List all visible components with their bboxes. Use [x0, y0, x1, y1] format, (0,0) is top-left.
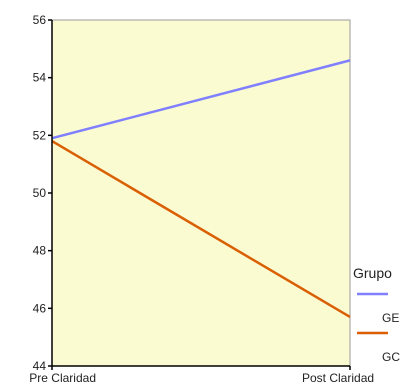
- legend-title: Grupo: [353, 265, 392, 281]
- y-tick-label: 54: [33, 71, 47, 85]
- legend-label-ge: GE: [382, 311, 399, 325]
- x-category-label: Post Claridad: [302, 371, 374, 385]
- y-tick-label: 56: [33, 13, 47, 27]
- series-line-ge: [51, 59, 351, 140]
- y-tick-label: 50: [33, 186, 47, 200]
- plot-area: [51, 19, 351, 367]
- series-line-gc: [51, 140, 351, 319]
- x-category-label: Pre Claridad: [29, 371, 96, 385]
- y-tick-label: 44: [33, 359, 47, 373]
- y-tick-label: 46: [33, 301, 47, 315]
- y-tick-label: 52: [33, 128, 47, 142]
- legend-label-gc: GC: [382, 350, 400, 364]
- y-tick-label: 48: [33, 244, 47, 258]
